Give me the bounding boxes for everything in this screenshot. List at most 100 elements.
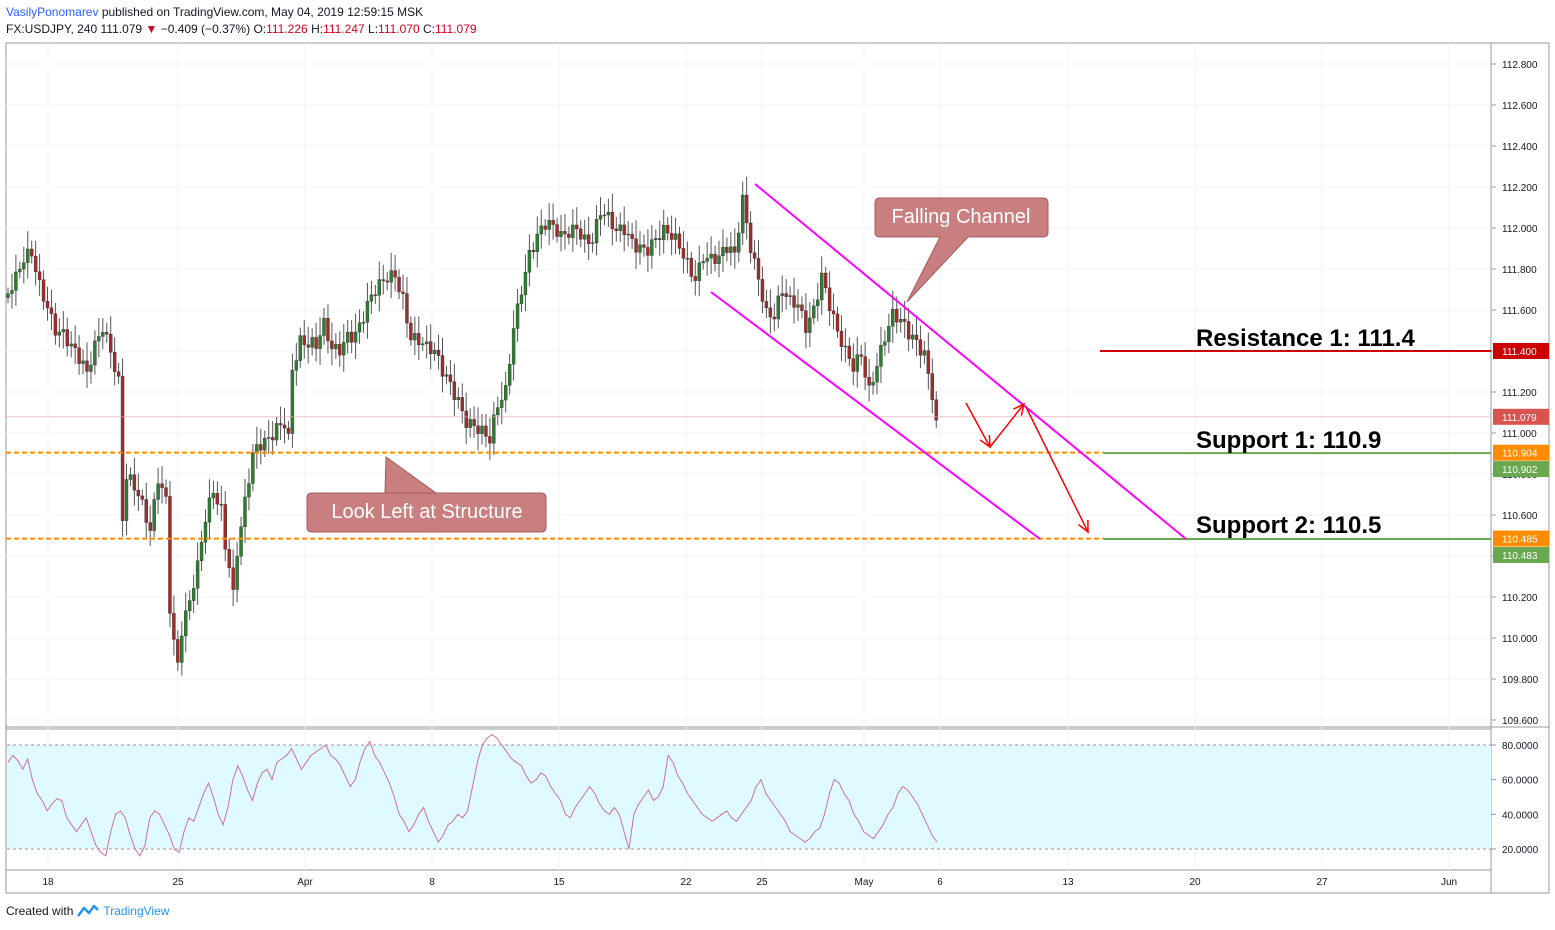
rsi-tick-label: 80.0000	[1502, 741, 1539, 752]
candle-body	[381, 279, 385, 282]
candle-body	[515, 303, 520, 329]
candle-body	[654, 238, 658, 240]
candle-body	[579, 228, 583, 240]
chart-drawings	[6, 183, 1491, 540]
candle-body	[788, 295, 792, 297]
candle-body	[282, 424, 287, 429]
support-1-badge-text: 110.902	[1502, 465, 1538, 476]
support-1-badge	[1493, 461, 1549, 478]
candle-body	[464, 410, 468, 428]
publish-info: published on TradingView.com, May 04, 20…	[101, 5, 424, 19]
low-value: 111.070	[378, 22, 420, 36]
candle-body	[922, 350, 927, 356]
structure-1-badge	[1493, 444, 1549, 461]
candle-body	[223, 504, 227, 550]
falling-channel-label: Falling Channel	[892, 206, 1031, 228]
candle-body	[61, 329, 65, 333]
candle-body	[187, 600, 192, 611]
price-tick-label: 112.800	[1502, 60, 1538, 71]
candle-body	[156, 483, 160, 500]
candle-body	[318, 335, 322, 349]
candle-body	[634, 238, 638, 253]
falling-channel-callout[interactable]: Falling Channel	[874, 197, 1049, 303]
candle-body	[875, 366, 879, 383]
candle-body	[622, 224, 626, 235]
time-tick-label: 20	[1189, 877, 1201, 888]
candle-body	[717, 255, 721, 264]
change-value: −0.409 (−0.37%)	[160, 22, 251, 36]
candle-body	[93, 340, 97, 366]
candle-body	[160, 483, 164, 488]
candle-body	[705, 257, 709, 262]
candle-body	[448, 374, 453, 382]
author-link[interactable]: VasilyPonomarev	[6, 5, 99, 19]
candle-body	[203, 521, 208, 543]
candle-body	[764, 301, 769, 309]
candle-body	[626, 233, 630, 236]
candle-body	[298, 335, 302, 361]
price-tick-label: 110.600	[1502, 511, 1538, 522]
candle-body	[85, 360, 89, 372]
candle-body	[397, 277, 401, 293]
price-axis[interactable]: 112.800 112.600 112.400 112.200 112.000 111.8…	[1491, 60, 1549, 856]
candle-body	[527, 249, 532, 273]
candle-body	[831, 310, 836, 315]
candle-body	[586, 234, 591, 244]
candle-body	[37, 271, 42, 281]
resistance-badge	[1493, 343, 1549, 359]
tradingview-brand-link[interactable]: TradingView	[103, 904, 170, 918]
candle-body	[219, 503, 224, 506]
candle-body	[353, 331, 358, 343]
candle-body	[334, 344, 338, 350]
candle-body	[357, 322, 362, 333]
candle-body	[349, 331, 354, 343]
time-tick-label: 27	[1316, 877, 1328, 888]
candle-body	[784, 293, 788, 297]
price-tick-label: 112.000	[1502, 224, 1538, 235]
candle-body	[215, 493, 220, 505]
candle-body	[883, 341, 887, 346]
candle-body	[207, 497, 212, 523]
candle-body	[274, 423, 279, 441]
high-label: H:	[311, 22, 324, 36]
candle-body	[33, 255, 38, 272]
candle-body	[851, 358, 855, 372]
candle-body	[401, 291, 405, 294]
candle-body	[614, 228, 618, 231]
candle-body	[472, 419, 476, 427]
candle-body	[326, 317, 330, 342]
candle-body	[314, 337, 318, 349]
rsi-tick-label: 20.0000	[1502, 845, 1539, 856]
candle-body	[338, 344, 342, 356]
candle-body	[567, 233, 571, 238]
candle-body	[124, 479, 129, 521]
look-left-callout[interactable]: Look Left at Structure	[306, 456, 547, 533]
time-axis[interactable]: 18 25 Apr 8 15 22 25 May 6 13 20 27 Jun	[42, 877, 1457, 888]
candle-body	[899, 319, 903, 323]
candle-body	[665, 225, 670, 234]
candle-body	[571, 224, 575, 238]
candle-body	[575, 224, 579, 230]
candle-body	[650, 239, 654, 256]
close-label: C:	[422, 22, 435, 36]
resistance-1-label: Resistance 1: 111.4	[1196, 325, 1415, 352]
candle-body	[460, 397, 464, 412]
candle-body	[800, 304, 804, 311]
candle-body	[302, 335, 306, 345]
channel-upper-line	[754, 183, 1187, 540]
support-2-badge-text: 110.483	[1502, 551, 1538, 562]
candle-body	[543, 225, 547, 230]
candle-body	[444, 374, 449, 377]
candle-body	[148, 522, 152, 531]
candle-body	[519, 294, 524, 305]
candle-body	[77, 347, 81, 364]
price-tick-label: 112.200	[1502, 183, 1538, 194]
candle-body	[176, 639, 180, 663]
candle-body	[551, 220, 555, 225]
projection-arrow	[989, 403, 1025, 448]
candle-body	[191, 588, 196, 601]
candle-body	[65, 329, 69, 347]
projection-arrowhead	[1078, 519, 1089, 534]
candle-body	[81, 360, 85, 364]
